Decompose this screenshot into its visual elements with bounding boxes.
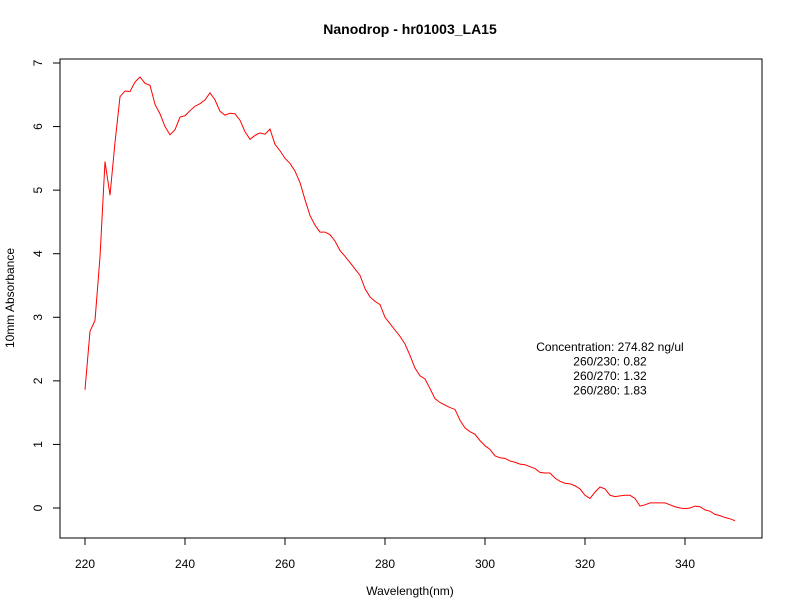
ratio-annotation: 260/280: 1.83 bbox=[573, 384, 647, 398]
concentration-annotation: Concentration: 274.82 ng/ul bbox=[536, 340, 683, 354]
y-tick-label: 2 bbox=[31, 377, 45, 384]
ratio-annotation: 260/270: 1.32 bbox=[573, 369, 647, 383]
absorbance-series-line bbox=[84, 76, 736, 522]
x-tick-label: 220 bbox=[75, 557, 95, 571]
y-tick-label: 3 bbox=[31, 314, 45, 321]
x-axis: 220 240 260 280 300 320 340 bbox=[75, 537, 695, 571]
y-tick-label: 1 bbox=[31, 441, 45, 448]
x-tick-label: 320 bbox=[575, 557, 595, 571]
chart-title: Nanodrop - hr01003_LA15 bbox=[323, 21, 497, 37]
y-tick-label: 0 bbox=[31, 504, 45, 511]
x-axis-label: Wavelength(nm) bbox=[366, 584, 454, 598]
y-tick-label: 6 bbox=[31, 123, 45, 130]
x-tick-label: 280 bbox=[375, 557, 395, 571]
y-tick-label: 4 bbox=[31, 250, 45, 257]
y-axis-label: 10mm Absorbance bbox=[3, 248, 17, 348]
x-tick-label: 240 bbox=[175, 557, 195, 571]
x-tick-label: 340 bbox=[675, 557, 695, 571]
y-tick-label: 7 bbox=[31, 59, 45, 66]
y-tick-label: 5 bbox=[31, 186, 45, 193]
x-tick-label: 260 bbox=[275, 557, 295, 571]
ratio-annotation: 260/230: 0.82 bbox=[573, 355, 647, 369]
y-axis: 0 1 2 3 4 5 6 7 bbox=[31, 59, 61, 511]
x-tick-label: 300 bbox=[475, 557, 495, 571]
